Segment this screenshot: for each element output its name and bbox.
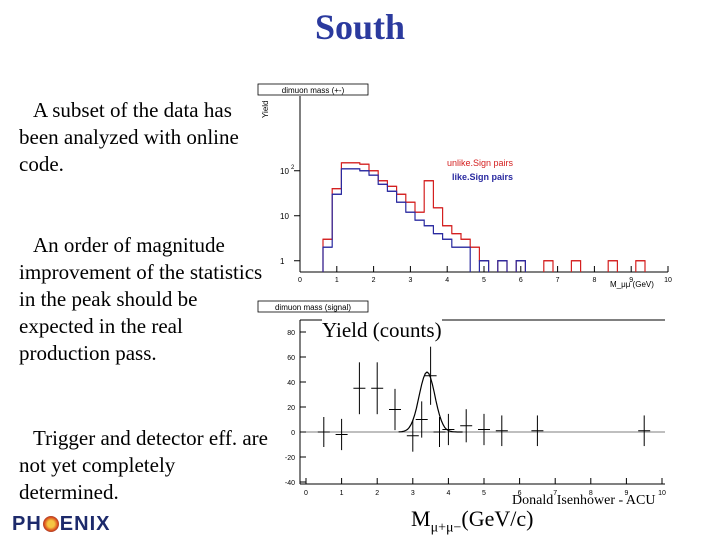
legend-like: like.Sign pairs bbox=[452, 172, 513, 182]
bottom-xtick-label: 10 bbox=[658, 490, 666, 497]
bottom-xtick-label: 9 bbox=[624, 490, 628, 497]
top-plot-ylabel: Yield bbox=[261, 101, 270, 119]
top-xtick-label: 1 bbox=[335, 277, 339, 284]
bottom-ytick-label: 60 bbox=[287, 355, 295, 362]
top-xtick-label: 3 bbox=[408, 277, 412, 284]
phenix-logo: PH ENIX bbox=[12, 513, 111, 535]
bottom-ytick-label: 40 bbox=[287, 380, 295, 387]
top-xtick-label: 7 bbox=[556, 277, 560, 284]
bottom-xtick-label: 4 bbox=[446, 490, 450, 497]
legend-unlike: unlike.Sign pairs bbox=[447, 158, 514, 168]
bottom-ytick-label: 0 bbox=[291, 430, 295, 437]
top-ytick-label: 1 bbox=[280, 257, 285, 266]
yield-axis-label: Yield (counts) bbox=[322, 318, 442, 343]
slide-title: South bbox=[314, 7, 406, 47]
top-xtick-label: 9 bbox=[629, 277, 633, 284]
bottom-xtick-label: 0 bbox=[304, 490, 308, 497]
top-ytick-label: 10 bbox=[280, 212, 289, 221]
top-ytick-sup: 2 bbox=[291, 165, 295, 171]
top-xtick-label: 2 bbox=[372, 277, 376, 284]
bullet-subset: A subset of the data has been analyzed w… bbox=[19, 98, 239, 176]
mass-axis-label: Mμ+μ−(GeV/c) bbox=[411, 506, 534, 536]
bottom-xtick-label: 7 bbox=[553, 490, 557, 497]
bullet-trigger: Trigger and detector eff. are not yet co… bbox=[19, 426, 268, 504]
bottom-plot: dimuon mass (signal) 80 60 40 20 0 -20 -40 0 1 2… bbox=[257, 300, 666, 497]
bottom-ytick-label: 80 bbox=[287, 330, 295, 337]
footer-author: Donald Isenhower - ACU bbox=[512, 493, 656, 508]
bottom-ytick-label: -20 bbox=[285, 455, 295, 462]
bottom-xtick-label: 5 bbox=[482, 490, 486, 497]
bullet-improvement: An order of magnitude improvement of the… bbox=[19, 233, 263, 365]
top-plot-xlabel: M_μμ (GeV) bbox=[610, 280, 654, 289]
top-xtick-label: 0 bbox=[298, 277, 302, 284]
signal-fit-curve bbox=[398, 371, 463, 433]
top-plot-header: dimuon mass (+-) bbox=[282, 86, 345, 95]
bottom-xtick-label: 2 bbox=[375, 490, 379, 497]
bottom-xtick-label: 8 bbox=[589, 490, 593, 497]
bottom-plot-header: dimuon mass (signal) bbox=[275, 303, 351, 312]
top-xtick-label: 10 bbox=[664, 277, 672, 284]
top-ytick-label: 10 bbox=[280, 167, 289, 176]
top-hist-outline bbox=[322, 168, 526, 272]
bottom-xtick-label: 6 bbox=[518, 490, 522, 497]
bottom-xtick-label: 3 bbox=[411, 490, 415, 497]
top-xtick-label: 6 bbox=[519, 277, 523, 284]
top-xtick-label: 8 bbox=[592, 277, 596, 284]
bottom-xtick-label: 1 bbox=[340, 490, 344, 497]
bottom-ytick-label: 20 bbox=[287, 405, 295, 412]
bottom-ytick-label: -40 bbox=[285, 480, 295, 487]
top-xtick-label: 4 bbox=[445, 277, 449, 284]
top-xtick-label: 5 bbox=[482, 277, 486, 284]
